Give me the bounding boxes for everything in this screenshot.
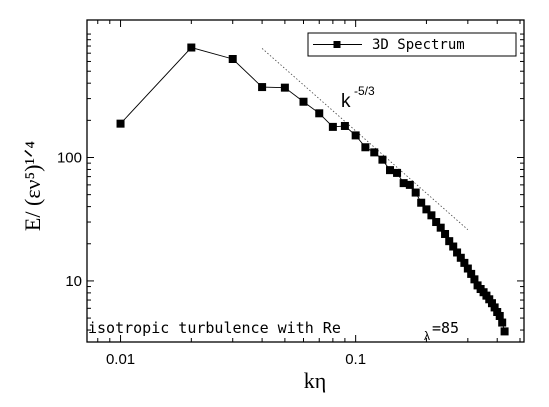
data-point bbox=[490, 303, 499, 312]
data-point bbox=[445, 237, 454, 246]
data-point bbox=[393, 168, 402, 177]
data-point bbox=[411, 188, 420, 197]
data-point bbox=[116, 119, 125, 128]
data-point bbox=[361, 143, 370, 152]
data-point bbox=[453, 248, 462, 257]
slope-label-k: k bbox=[341, 91, 351, 112]
data-point bbox=[315, 109, 324, 118]
data-point bbox=[328, 122, 337, 131]
data-point bbox=[228, 55, 237, 63]
data-point bbox=[436, 223, 445, 232]
data-point bbox=[487, 299, 496, 308]
legend-marker bbox=[333, 41, 341, 48]
data-point bbox=[467, 269, 476, 278]
data-point bbox=[460, 258, 469, 267]
annotation-suffix: =85 bbox=[432, 319, 459, 337]
plot-frame bbox=[86, 19, 525, 343]
series-line bbox=[120, 47, 506, 332]
data-point bbox=[417, 198, 426, 207]
x-axis-label: kη bbox=[304, 368, 327, 393]
data-point bbox=[187, 43, 196, 52]
y-axis-label: E/ (εν⁵)¹ᐟ⁴ bbox=[20, 141, 45, 231]
x-tick-label: 0.01 bbox=[106, 351, 135, 368]
data-point bbox=[470, 275, 479, 284]
data-point bbox=[441, 229, 450, 238]
legend-box bbox=[307, 32, 517, 57]
data-point bbox=[456, 253, 465, 262]
data-point bbox=[500, 327, 509, 336]
annotation: isotropic turbulence with Re λ =85 bbox=[88, 319, 459, 343]
data-point bbox=[370, 148, 379, 157]
annotation-text: isotropic turbulence with Re bbox=[88, 319, 341, 337]
data-point bbox=[340, 121, 349, 130]
data-point bbox=[463, 264, 472, 273]
data-point bbox=[422, 205, 431, 214]
y-tick-label: 100 bbox=[57, 149, 82, 166]
data-point bbox=[449, 242, 458, 251]
data-point bbox=[427, 211, 436, 220]
slope-reference-line bbox=[261, 48, 469, 231]
legend: 3D Spectrum bbox=[307, 32, 517, 57]
axis-ticks: 0.01 0.1 10 100 bbox=[57, 20, 524, 368]
data-point bbox=[258, 83, 267, 92]
data-point bbox=[386, 166, 395, 175]
legend-entry: 3D Spectrum bbox=[372, 37, 465, 53]
slope-reference bbox=[261, 48, 469, 231]
data-point bbox=[405, 180, 414, 189]
slope-label: k -5/3 bbox=[341, 84, 375, 112]
data-point bbox=[432, 218, 441, 227]
data-point bbox=[351, 131, 360, 140]
data-point bbox=[299, 97, 308, 106]
y-tick-label: 10 bbox=[65, 273, 82, 290]
data-point bbox=[378, 155, 387, 164]
data-point bbox=[498, 318, 507, 327]
data-point bbox=[280, 83, 289, 92]
series-3d-spectrum bbox=[116, 43, 509, 336]
x-tick-label: 0.1 bbox=[345, 351, 366, 368]
data-point bbox=[399, 179, 408, 188]
slope-label-exponent: -5/3 bbox=[354, 84, 375, 98]
annotation-subscript: λ bbox=[424, 329, 430, 343]
data-point bbox=[495, 311, 504, 320]
